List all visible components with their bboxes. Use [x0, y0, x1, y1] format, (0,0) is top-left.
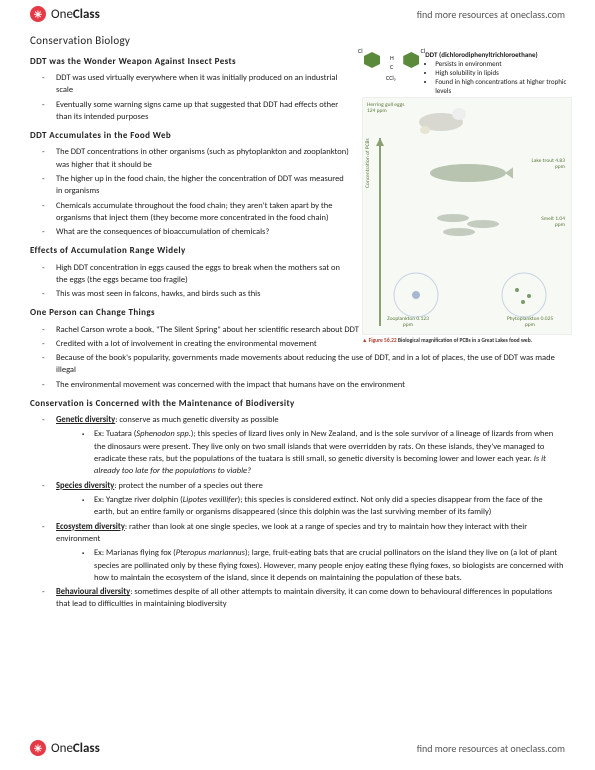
logo-one: One: [51, 741, 73, 756]
list-item: DDT was used virtually everywhere when i…: [56, 72, 350, 97]
biodiv-term: Behavioural diversity: [56, 587, 130, 597]
logo-text: OneClass: [51, 7, 100, 22]
list-item: Chemicals accumulate throughout the food…: [56, 200, 350, 225]
list-item: The environmental movement was concerned…: [56, 379, 565, 391]
fish-icon: [423, 160, 513, 186]
biodiv-sublist: Ex: Marianas flying fox (Pteropus marian…: [56, 547, 565, 584]
foodweb-axis: Concentration of PCBs: [365, 88, 371, 188]
phytoplankton-icon: [499, 270, 549, 320]
ddt-title: DDT (dichlorodiphenyltrichloroethane): [425, 50, 577, 59]
foodweb-smelt: Smelt 1.04 ppm: [533, 216, 565, 228]
atom-label: H: [390, 54, 394, 62]
figure-caption: ▲ Figure 56.22 Biological magnification …: [362, 338, 577, 345]
biodiv-item: Genetic diversity: conserve as much gene…: [56, 414, 565, 426]
section-list: High DDT concentration in eggs caused th…: [30, 262, 350, 301]
atom-label: Cl: [358, 47, 363, 55]
ddt-property: Found in high concentrations at higher t…: [435, 77, 577, 95]
list-item: High DDT concentration in eggs caused th…: [56, 262, 350, 287]
biodiv-term: Genetic diversity: [56, 415, 115, 425]
footer-tagline: find more resources at oneclass.com: [417, 742, 565, 755]
ddt-property: Persists in environment: [435, 59, 577, 68]
biodiv-term: Ecosystem diversity: [56, 522, 125, 532]
list-item: Eventually some warning signs came up th…: [56, 99, 350, 124]
benzene-ring-icon: [403, 52, 419, 68]
biodiv-sublist: Ex: Tuatara (Sphenodon spp.); this speci…: [56, 428, 565, 477]
section-list: DDT was used virtually everywhere when i…: [30, 72, 350, 123]
logo-class: Class: [73, 7, 100, 22]
foodweb-gull: Herring gull eggs 124 ppm: [367, 102, 409, 114]
gull-icon: [411, 104, 471, 134]
logo-badge-icon: ✳: [30, 6, 46, 22]
foodweb-trout: Lake trout 4.83 ppm: [525, 158, 565, 170]
axis-arrow-icon: [375, 138, 385, 328]
logo-text: OneClass: [51, 741, 100, 756]
biodiv-heading: Conservation is Concerned with the Maint…: [30, 397, 565, 410]
foodweb-phyto: Phytoplankton 0.025 ppm: [503, 316, 557, 328]
biodiv-item: Behavioural diversity: sometimes despite…: [56, 586, 565, 611]
header-tagline: find more resources at oneclass.com: [417, 8, 565, 21]
foodweb-zoo: Zooplankton 0.123 ppm: [383, 316, 433, 328]
biodiv-example: Ex: Tuatara (Sphenodon spp.); this speci…: [94, 428, 565, 477]
page-title: Conservation Biology: [30, 33, 565, 49]
atom-label: C: [390, 63, 393, 71]
ddt-properties: DDT (dichlorodiphenyltrichloroethane) Pe…: [425, 50, 577, 95]
benzene-ring-icon: [364, 52, 380, 68]
biodiv-item: Species diversity: protect the number of…: [56, 480, 565, 492]
list-item: Because of the book's popularity, govern…: [56, 352, 565, 377]
list-item: The higher up in the food chain, the hig…: [56, 173, 350, 198]
caption-text: Biological magnification of PCBs in a Gr…: [398, 338, 532, 344]
logo-class: Class: [73, 741, 100, 756]
list-item: What are the consequences of bioaccumula…: [56, 226, 350, 238]
ddt-property: High solubility in lipids: [435, 68, 577, 77]
food-web-diagram: Herring gull eggs 124 ppm Lake trout 4.8…: [362, 97, 572, 335]
list-item: The DDT concentrations in other organism…: [56, 146, 350, 171]
brand-logo: ✳ OneClass: [30, 740, 100, 756]
list-item: This was most seen in falcons, hawks, an…: [56, 288, 350, 300]
biodiv-term: Species diversity: [56, 481, 114, 491]
biodiv-example: Ex: Marianas flying fox (Pteropus marian…: [94, 547, 565, 584]
biodiv-item: Ecosystem diversity: rather than look at…: [56, 521, 565, 546]
biodiv-sublist: Ex: Yangtze river dolphin (Lipotes vexil…: [56, 494, 565, 519]
page-header: ✳ OneClass find more resources at onecla…: [0, 0, 595, 29]
atom-label: Cl: [421, 47, 426, 55]
logo-one: One: [51, 7, 73, 22]
atom-label: CCl₃: [386, 74, 396, 82]
caption-label: ▲ Figure 56.22: [362, 338, 397, 344]
page-footer: ✳ OneClass find more resources at onecla…: [0, 732, 595, 770]
fish-school-icon: [433, 210, 513, 240]
side-figure: Cl Cl H C CCl₃ DDT (dichlorodiphenyltric…: [362, 50, 577, 345]
zooplankton-icon: [391, 270, 441, 320]
logo-badge-icon: ✳: [30, 740, 46, 756]
section-list: The DDT concentrations in other organism…: [30, 146, 350, 238]
brand-logo: ✳ OneClass: [30, 6, 100, 22]
ddt-structure-diagram: Cl Cl H C CCl₃: [362, 50, 421, 84]
biodiv-example: Ex: Yangtze river dolphin (Lipotes vexil…: [94, 494, 565, 519]
